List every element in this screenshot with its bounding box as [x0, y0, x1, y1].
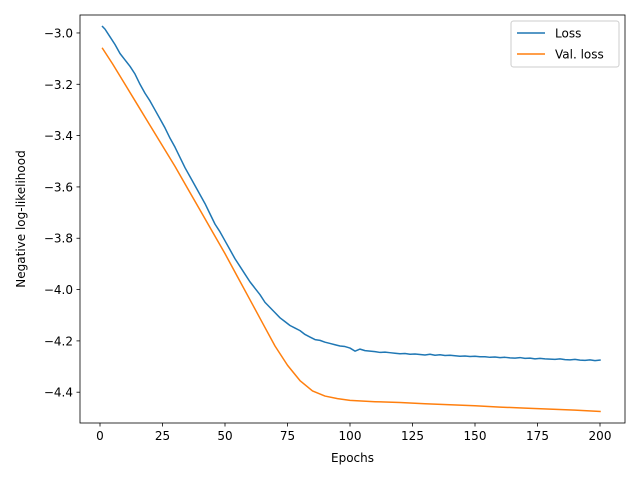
y-tick-label: −3.6: [44, 180, 73, 194]
x-tick-label: 125: [401, 429, 424, 443]
plot-background: [80, 15, 625, 423]
x-tick-label: 200: [589, 429, 612, 443]
y-axis-title: Negative log-likelihood: [14, 150, 28, 287]
axes-layer: 0 25 50 75 100 125 150 175 200 −3.0 −3.2 −3.4 −3.6 −3…: [44, 14, 626, 443]
legend-label: Loss: [555, 27, 581, 41]
x-tick-label: 50: [217, 429, 232, 443]
x-axis-title: Epochs: [331, 451, 374, 465]
y-tick-label: −4.0: [44, 283, 73, 297]
x-tick-label: 25: [155, 429, 170, 443]
axes-frame: [79, 14, 626, 424]
x-tick-label: 0: [96, 429, 104, 443]
y-tick-label: −4.4: [44, 386, 73, 400]
x-tick-label: 100: [339, 429, 362, 443]
legend-label: Val. loss: [555, 48, 604, 62]
plot-area: [80, 15, 625, 423]
y-tick-label: −3.4: [44, 129, 73, 143]
y-tick-label: −3.8: [44, 232, 73, 246]
series-line-val-loss: [101, 47, 601, 413]
series-layer: [101, 25, 601, 413]
y-tick-label: −3.0: [44, 26, 73, 40]
legend: Loss Val. loss: [510, 20, 620, 68]
x-tick-label: 150: [464, 429, 487, 443]
x-tick-label: 75: [280, 429, 295, 443]
x-tick-label: 175: [526, 429, 549, 443]
y-tick-label: −4.2: [44, 334, 73, 348]
series-line-loss: [101, 25, 601, 362]
y-tick-label: −3.2: [44, 78, 73, 92]
